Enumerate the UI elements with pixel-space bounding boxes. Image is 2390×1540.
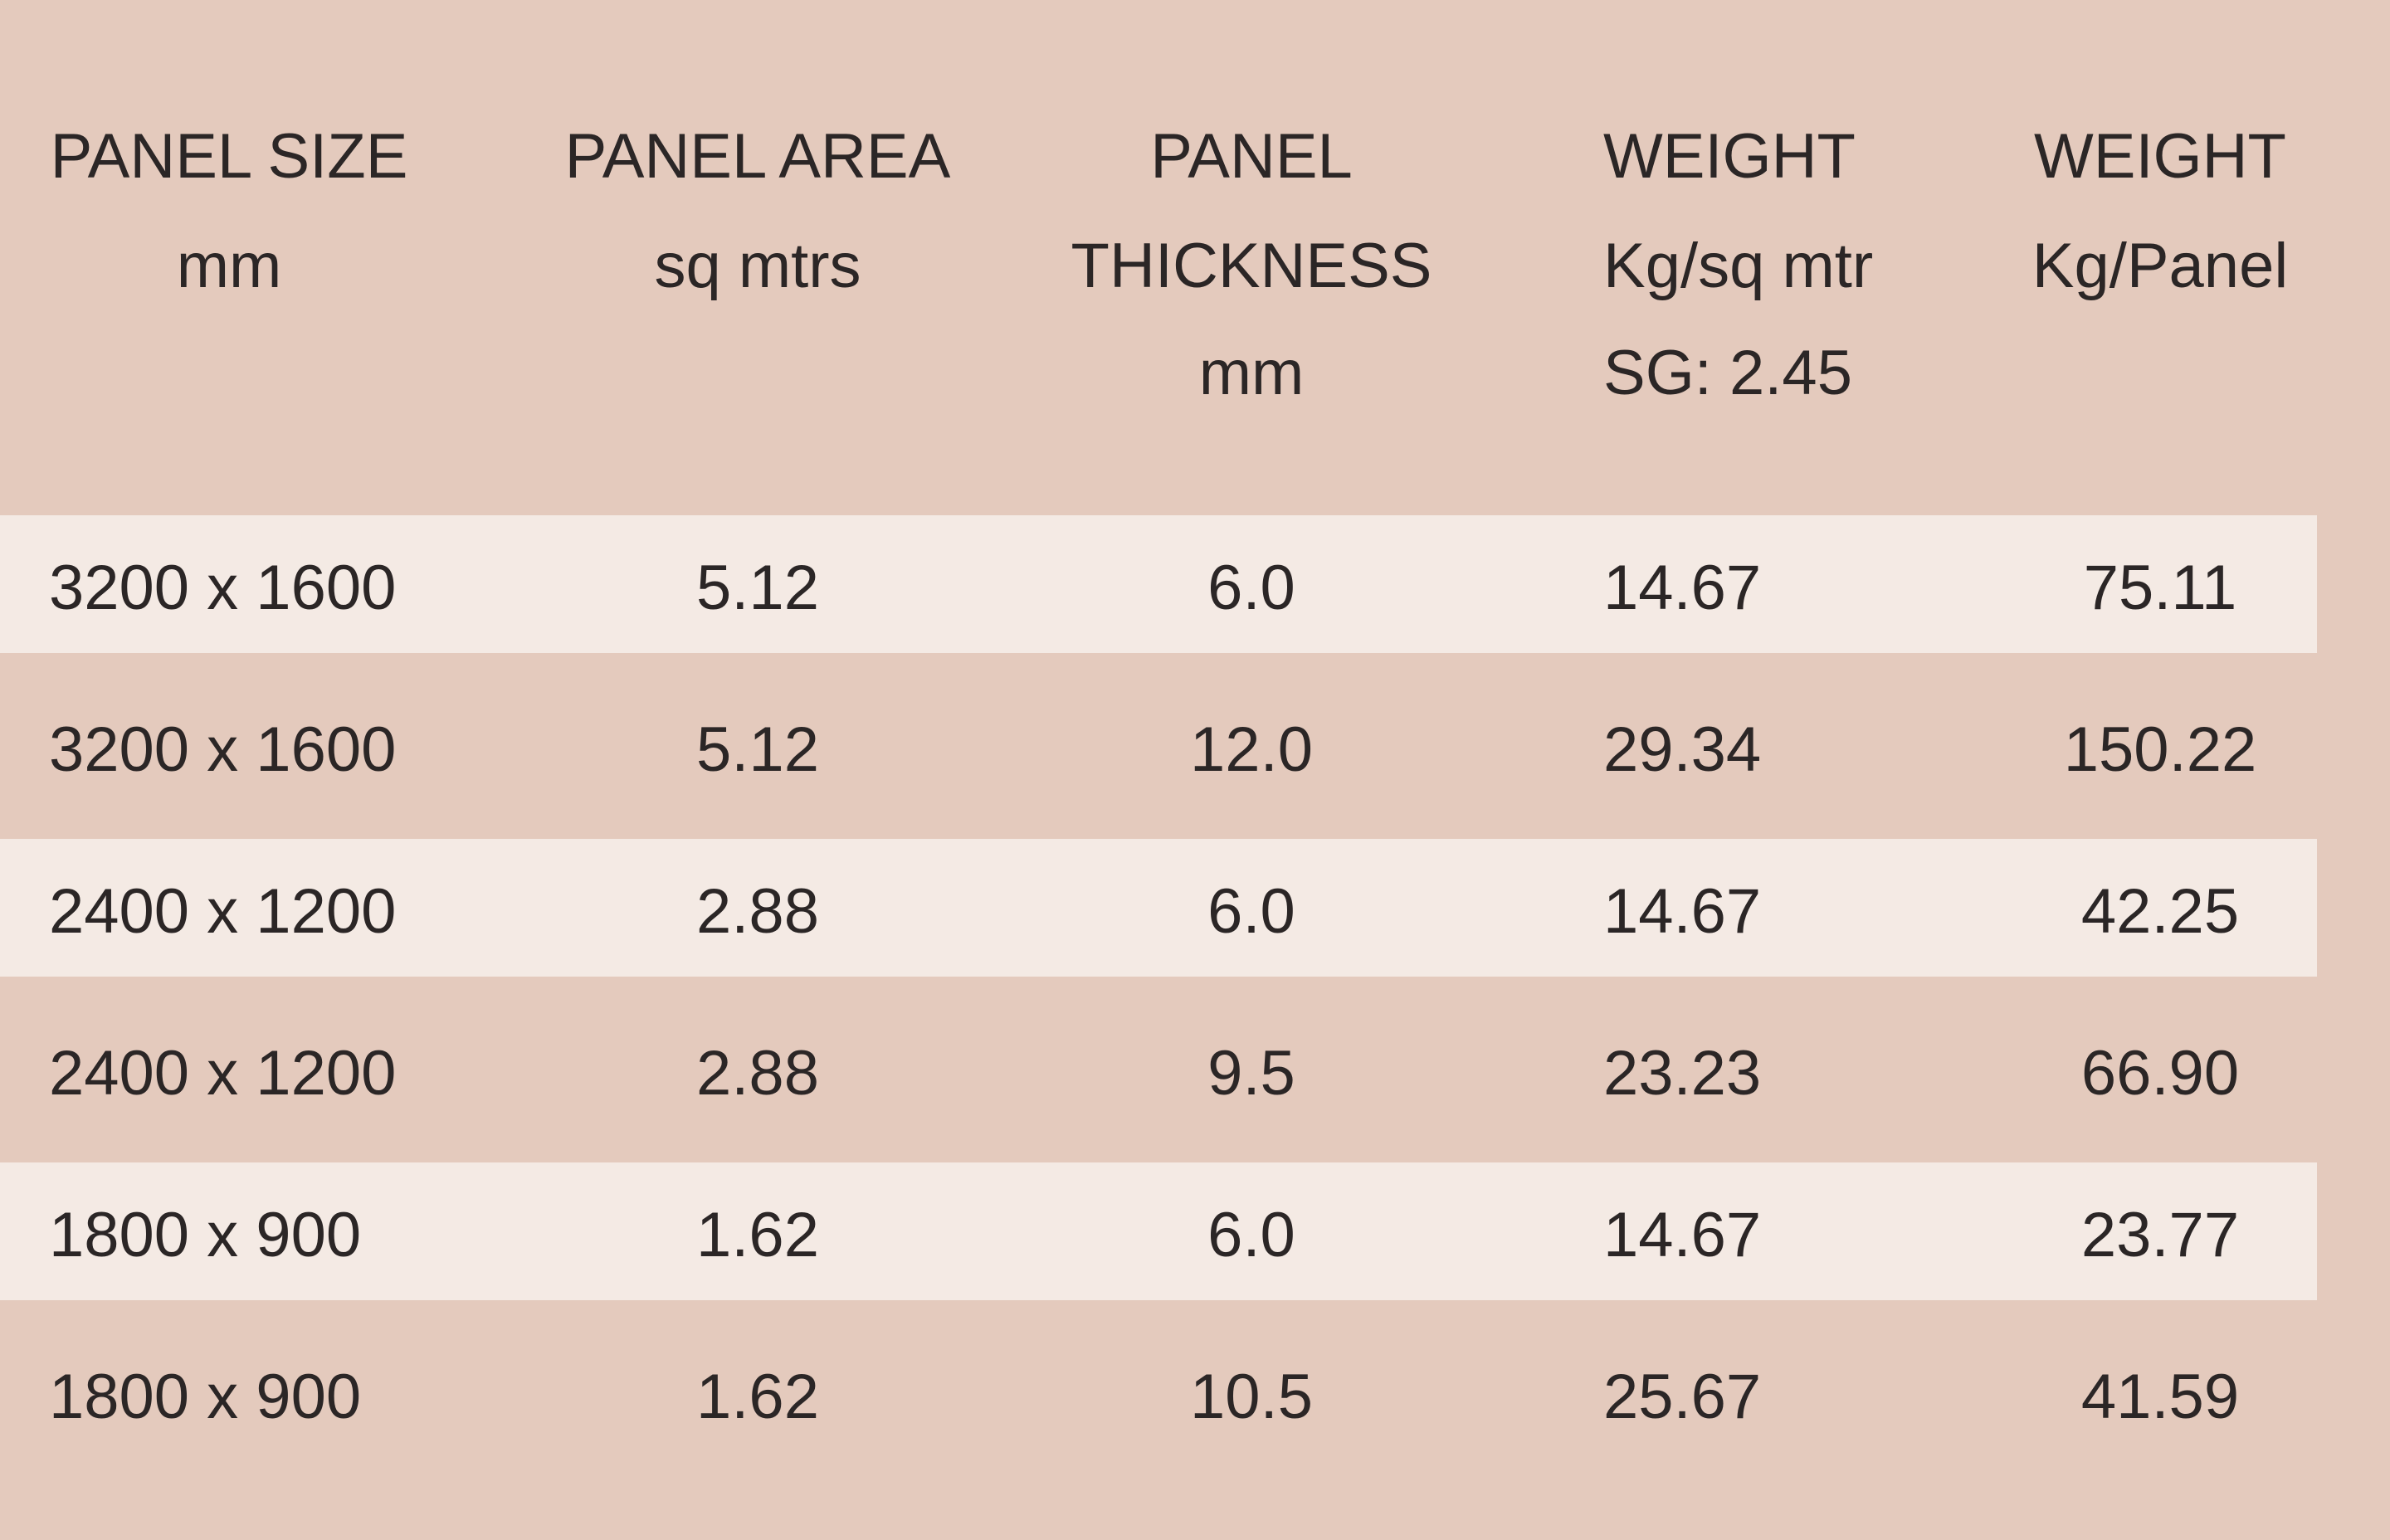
- header-cell: PANEL SIZE: [50, 121, 408, 192]
- table-cell: 1800 x 900: [49, 1362, 362, 1432]
- header-cell: SG: 2.45: [1603, 338, 1852, 408]
- table-cell: 23.77: [2080, 1200, 2240, 1270]
- table-cell: 3200 x 1600: [49, 714, 397, 785]
- table-cell: 42.25: [2080, 876, 2240, 947]
- header-cell: mm: [1198, 338, 1305, 408]
- header-cell: Kg/Panel: [2032, 231, 2289, 301]
- header-cell: mm: [176, 231, 282, 301]
- table-cell: 5.12: [696, 714, 819, 785]
- row-band: [0, 1162, 2317, 1300]
- table-cell: 9.5: [1207, 1038, 1295, 1109]
- header-cell: sq mtrs: [654, 231, 861, 301]
- table-cell: 10.5: [1190, 1362, 1313, 1432]
- table-cell: 41.59: [2080, 1362, 2240, 1432]
- header-cell: PANEL AREA: [564, 121, 951, 192]
- table-cell: 25.67: [1603, 1362, 1762, 1432]
- table-cell: 66.90: [2080, 1038, 2240, 1109]
- table-cell: 1800 x 900: [49, 1200, 362, 1270]
- table-cell: 2.88: [696, 876, 819, 947]
- table-cell: 14.67: [1603, 1200, 1762, 1270]
- table-cell: 5.12: [696, 553, 819, 623]
- header-cell: THICKNESS: [1071, 231, 1432, 301]
- table-cell: 2400 x 1200: [49, 1038, 397, 1109]
- table-cell: 2.88: [696, 1038, 819, 1109]
- table-cell: 14.67: [1603, 553, 1762, 623]
- table-cell: 23.23: [1603, 1038, 1762, 1109]
- row-band: [0, 515, 2317, 653]
- table-cell: 3200 x 1600: [49, 553, 397, 623]
- table-cell: 12.0: [1190, 714, 1313, 785]
- row-band: [0, 839, 2317, 977]
- table-cell: 150.22: [2063, 714, 2257, 785]
- header-cell: WEIGHT: [2034, 121, 2286, 192]
- table-cell: 2400 x 1200: [49, 876, 397, 947]
- table-cell: 75.11: [2083, 553, 2237, 623]
- table-cell: 1.62: [696, 1200, 819, 1270]
- header-cell: Kg/sq mtr: [1603, 231, 1874, 301]
- table-cell: 6.0: [1207, 876, 1295, 947]
- table-cell: 6.0: [1207, 1200, 1295, 1270]
- header-cell: PANEL: [1150, 121, 1353, 192]
- table-cell: 6.0: [1207, 553, 1295, 623]
- table-cell: 29.34: [1603, 714, 1762, 785]
- table-cell: 1.62: [696, 1362, 819, 1432]
- table-cell: 14.67: [1603, 876, 1762, 947]
- header-cell: WEIGHT: [1603, 121, 1856, 192]
